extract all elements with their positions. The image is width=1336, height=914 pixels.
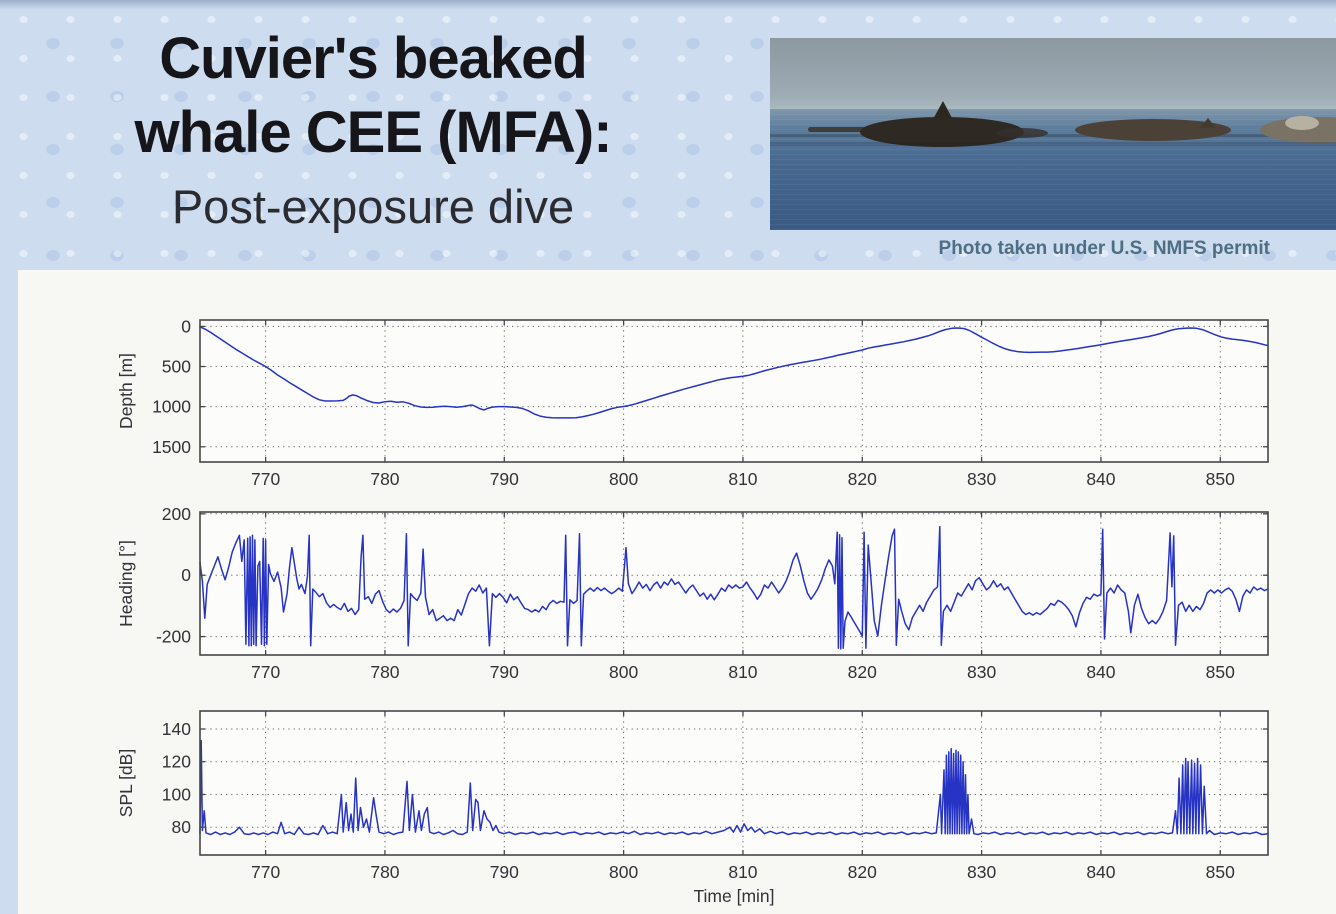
title-line-2: whale CEE (MFA): <box>134 100 612 165</box>
photo-caption: Photo taken under U.S. NMFS permit <box>938 238 1270 259</box>
whale-photo <box>770 38 1336 230</box>
slide-subtitle: Post-exposure dive <box>171 180 575 233</box>
whale-body-middle <box>1075 119 1231 141</box>
whale-body-left <box>860 117 1024 147</box>
title-line-1: Cuvier's beaked <box>159 26 588 91</box>
whale-silhouettes <box>770 101 1336 147</box>
chart-panel <box>18 270 1336 914</box>
whale-dorsal-fin <box>932 101 952 121</box>
whale-head-patch <box>1285 116 1319 130</box>
whale-fin-middle <box>1200 118 1216 128</box>
photo-sky <box>770 38 1336 110</box>
slide-title: Cuvier's beaked whale CEE (MFA): Post-ex… <box>28 22 718 236</box>
